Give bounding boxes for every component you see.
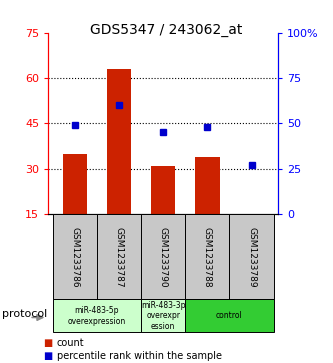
- Text: ■: ■: [43, 338, 53, 348]
- Text: GSM1233786: GSM1233786: [70, 227, 79, 287]
- Bar: [53, 214, 97, 299]
- Bar: [141, 299, 185, 332]
- Text: ■: ■: [43, 351, 53, 361]
- Bar: [185, 214, 229, 299]
- Text: GSM1233788: GSM1233788: [203, 227, 212, 287]
- Text: miR-483-5p
overexpression: miR-483-5p overexpression: [68, 306, 126, 326]
- Text: GDS5347 / 243062_at: GDS5347 / 243062_at: [90, 23, 243, 37]
- Text: GSM1233790: GSM1233790: [159, 227, 168, 287]
- Bar: [151, 166, 175, 214]
- Bar: [195, 157, 219, 214]
- Text: protocol: protocol: [2, 309, 47, 319]
- Bar: [229, 214, 274, 299]
- Bar: [141, 214, 185, 299]
- Bar: [185, 299, 274, 332]
- Bar: [97, 214, 141, 299]
- Bar: [53, 299, 141, 332]
- Text: GSM1233787: GSM1233787: [115, 227, 124, 287]
- Text: GSM1233789: GSM1233789: [247, 227, 256, 287]
- Bar: [107, 69, 131, 214]
- Text: count: count: [57, 338, 84, 348]
- Text: control: control: [216, 311, 243, 320]
- Text: percentile rank within the sample: percentile rank within the sample: [57, 351, 221, 361]
- Text: miR-483-3p
overexpr
ession: miR-483-3p overexpr ession: [141, 301, 185, 331]
- Bar: [63, 154, 87, 214]
